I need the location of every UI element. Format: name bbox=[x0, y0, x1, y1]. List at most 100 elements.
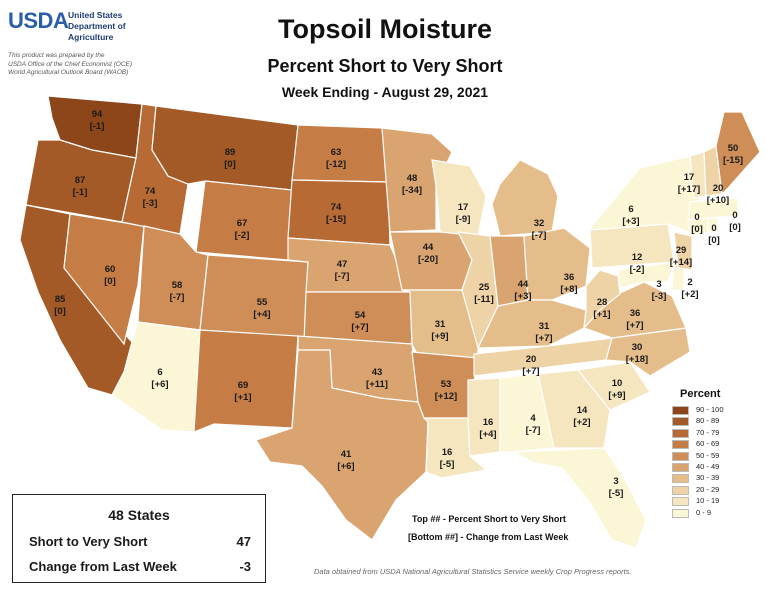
state-change-ma: [0] bbox=[729, 222, 741, 233]
state-change-ok: [+11] bbox=[366, 379, 388, 390]
state-md bbox=[617, 261, 675, 289]
state-change-id: [-3] bbox=[143, 198, 158, 209]
state-value-wa: 94 bbox=[92, 109, 103, 120]
state-change-ut: [-7] bbox=[170, 292, 185, 303]
state-al bbox=[499, 373, 555, 453]
state-value-ok: 43 bbox=[372, 367, 383, 378]
state-change-mn: [-34] bbox=[402, 185, 422, 196]
state-value-sd: 74 bbox=[331, 202, 342, 213]
state-change-ar: [+12] bbox=[435, 391, 457, 402]
state-value-ne: 47 bbox=[337, 259, 348, 270]
state-co bbox=[199, 254, 309, 339]
state-change-ca: [0] bbox=[54, 306, 66, 317]
disclaimer-line: World Agricultural Outlook Board (WAOB) bbox=[8, 69, 129, 76]
state-value-oh: 36 bbox=[564, 272, 575, 283]
state-tx bbox=[255, 349, 429, 541]
state-change-ga: [+2] bbox=[573, 417, 590, 428]
state-value-ca: 85 bbox=[55, 294, 66, 305]
state-ga bbox=[537, 369, 611, 449]
state-change-va: [+7] bbox=[626, 320, 643, 331]
state-value-pa: 12 bbox=[632, 252, 643, 263]
state-change-wy: [-2] bbox=[235, 230, 250, 241]
state-value-ny: 6 bbox=[628, 204, 633, 215]
state-change-fl: [-5] bbox=[609, 488, 624, 499]
state-value-ct: 0 bbox=[694, 212, 699, 223]
state-change-ms: [+4] bbox=[479, 429, 496, 440]
state-value-id: 74 bbox=[145, 186, 156, 197]
department-name: United States Department of Agriculture bbox=[68, 10, 158, 43]
state-change-ne: [-7] bbox=[335, 271, 350, 282]
legend-swatch bbox=[672, 440, 689, 450]
state-labels: 94[-1]87[-1]85[0]74[-3]60[0]89[0]67[-2]5… bbox=[54, 109, 743, 499]
state-change-vt: [+17] bbox=[678, 184, 700, 195]
state-change-ri: [0] bbox=[708, 235, 720, 246]
state-value-wi: 17 bbox=[458, 202, 469, 213]
state-change-oh: [+8] bbox=[560, 284, 577, 295]
state-change-ks: [+7] bbox=[351, 322, 368, 333]
state-nj bbox=[673, 231, 693, 271]
state-mi bbox=[491, 159, 559, 237]
state-value-al: 4 bbox=[530, 413, 536, 424]
state-change-me: [-15] bbox=[723, 155, 743, 166]
state-value-ia: 44 bbox=[423, 242, 434, 253]
state-ms bbox=[467, 377, 501, 457]
state-change-ky: [+7] bbox=[535, 333, 552, 344]
legend-note-bottom: [Bottom ##] - Change from Last Week bbox=[408, 532, 569, 542]
legend-label: 50 - 59 bbox=[696, 450, 720, 460]
state-value-nd: 63 bbox=[331, 147, 342, 158]
summary-heading: 48 States bbox=[108, 507, 170, 523]
state-value-az: 6 bbox=[157, 367, 162, 378]
state-value-il: 25 bbox=[479, 282, 490, 293]
legend-swatch bbox=[672, 508, 689, 518]
legend-swatch bbox=[672, 417, 689, 427]
legend-label: 30 - 39 bbox=[696, 473, 720, 483]
legend-swatch bbox=[672, 485, 689, 495]
state-change-la: [-5] bbox=[440, 459, 455, 470]
state-sc bbox=[576, 361, 651, 411]
state-value-fl: 3 bbox=[613, 476, 618, 487]
legend-label: 60 - 69 bbox=[696, 439, 720, 449]
legend-swatch bbox=[672, 497, 689, 507]
state-change-nj: [+14] bbox=[670, 257, 692, 268]
disclaimer: This product was prepared by the USDA Of… bbox=[8, 52, 158, 78]
state-value-sc: 10 bbox=[612, 378, 623, 389]
state-change-nm: [+1] bbox=[234, 392, 251, 403]
state-change-mi: [-7] bbox=[532, 230, 547, 241]
summary-box: 48 States Short to Very Short 47 Change … bbox=[12, 494, 266, 583]
state-change-de: [+2] bbox=[681, 289, 698, 300]
state-change-nd: [-12] bbox=[326, 159, 346, 170]
disclaimer-line: USDA Office of the Chief Economist (OCE) bbox=[8, 60, 133, 68]
state-change-il: [-11] bbox=[474, 294, 494, 305]
state-value-tx: 41 bbox=[341, 449, 352, 460]
summary-label: Short to Very Short bbox=[29, 534, 148, 549]
legend-label: 0 - 9 bbox=[696, 507, 712, 517]
state-change-wv: [+1] bbox=[593, 309, 610, 320]
state-change-wi: [-9] bbox=[456, 214, 471, 225]
state-value-wv: 28 bbox=[597, 297, 608, 308]
state-ny bbox=[588, 155, 701, 235]
usda-logo: USDA United States Department of Agricul… bbox=[8, 8, 126, 42]
state-value-md: 3 bbox=[656, 279, 661, 290]
state-value-nc: 30 bbox=[632, 342, 643, 353]
state-value-vt: 17 bbox=[684, 172, 695, 183]
department-line: Department of bbox=[68, 21, 126, 31]
state-value-wy: 67 bbox=[237, 218, 248, 229]
state-value-nm: 69 bbox=[238, 380, 249, 391]
state-value-la: 16 bbox=[442, 447, 453, 458]
legend-title: Percent bbox=[680, 388, 721, 400]
state-change-ny: [+3] bbox=[622, 216, 639, 227]
map-subtitle: Percent Short to Very Short bbox=[267, 56, 503, 76]
state-value-ky: 31 bbox=[539, 321, 550, 332]
state-change-in: [+3] bbox=[514, 291, 531, 302]
legend-swatch bbox=[672, 451, 689, 461]
state-change-az: [+6] bbox=[151, 379, 168, 390]
legend-label: 70 - 79 bbox=[696, 427, 720, 437]
map-title: Topsoil Moisture bbox=[278, 14, 492, 44]
state-value-nh: 20 bbox=[713, 183, 724, 194]
state-change-nv: [0] bbox=[104, 276, 116, 287]
state-change-co: [+4] bbox=[253, 309, 270, 320]
state-change-sc: [+9] bbox=[608, 390, 625, 401]
legend-label: 10 - 19 bbox=[696, 496, 720, 506]
state-wv bbox=[583, 269, 621, 330]
